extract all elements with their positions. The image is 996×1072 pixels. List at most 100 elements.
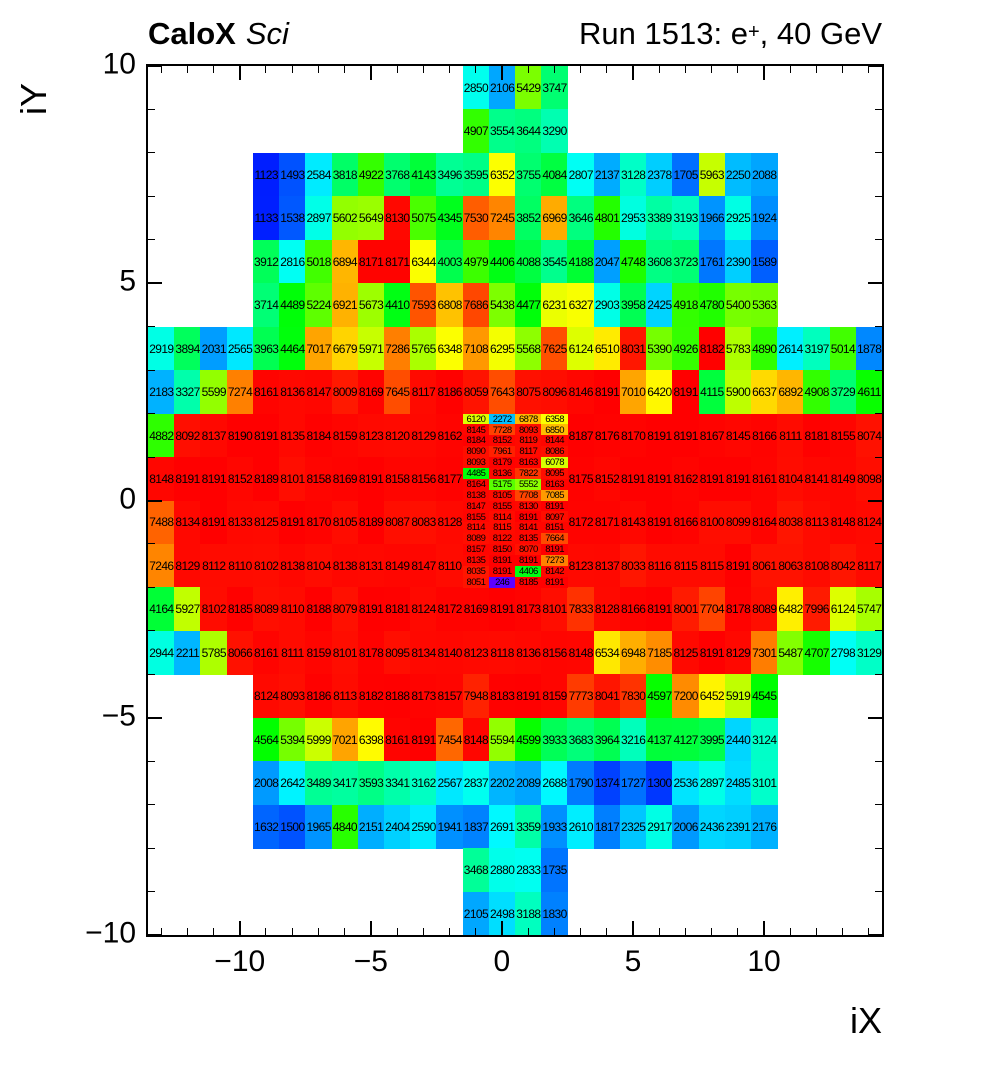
heatmap-subcell: 8093 xyxy=(515,424,542,436)
heatmap-cell: 6398 xyxy=(357,717,385,762)
heatmap-cell: 8113 xyxy=(331,674,359,719)
heatmap-cell: 2485 xyxy=(724,761,752,806)
heatmap-cell: 8136 xyxy=(279,370,306,415)
heatmap-cell: 8162 xyxy=(672,457,699,501)
axis-tick xyxy=(213,928,215,935)
axis-tick xyxy=(475,928,477,935)
x-tick-label: 5 xyxy=(624,945,642,978)
heatmap-cell: 8166 xyxy=(672,500,699,545)
axis-tick xyxy=(875,543,882,545)
axis-tick xyxy=(148,369,155,371)
heatmap-cell: 4188 xyxy=(567,239,595,284)
axis-tick xyxy=(148,760,155,762)
heatmap-cell: 8191 xyxy=(515,674,542,719)
heatmap-cell: 2850 xyxy=(462,66,490,110)
axis-tick xyxy=(875,586,882,588)
axis-tick xyxy=(186,928,188,935)
heatmap-cell: 4840 xyxy=(331,804,359,849)
heatmap-cell: 8166 xyxy=(750,413,778,458)
heatmap-cell: 2565 xyxy=(226,326,254,371)
heatmap-cell: 5390 xyxy=(646,326,673,371)
axis-tick xyxy=(265,928,267,935)
heatmap-cell: 1374 xyxy=(593,761,621,806)
heatmap-cell: 7704 xyxy=(698,587,726,632)
heatmap-cell: 5487 xyxy=(777,630,804,675)
heatmap-subcell: 8142 xyxy=(541,565,568,578)
heatmap-cell: 8171 xyxy=(593,500,621,545)
heatmap-cell: 1493 xyxy=(279,152,306,197)
axis-tick xyxy=(737,928,739,935)
heatmap-cell: 3768 xyxy=(383,152,411,197)
heatmap-subcell: 6078 xyxy=(541,457,568,469)
heatmap-cell: 2404 xyxy=(383,804,411,849)
heatmap-cell: 8176 xyxy=(593,413,621,458)
axis-tick xyxy=(875,630,882,632)
heatmap-cell: 8159 xyxy=(331,413,359,458)
heatmap-cell: 5599 xyxy=(200,370,228,415)
heatmap-cell: 8133 xyxy=(226,500,254,545)
heatmap-cell: 7686 xyxy=(462,283,490,328)
heatmap-cell: 1632 xyxy=(252,804,280,849)
heatmap-cell: 8191 xyxy=(646,500,673,545)
heatmap-cell: 8112 xyxy=(200,543,228,588)
heatmap-cell: 8129 xyxy=(410,413,437,458)
heatmap-cell: 8099 xyxy=(724,500,752,545)
heatmap-cell: 2436 xyxy=(698,804,726,849)
heatmap-cell: 7245 xyxy=(488,196,516,241)
heatmap-cell: 8146 xyxy=(567,370,595,415)
heatmap-cell: 3327 xyxy=(174,370,201,415)
axis-tick xyxy=(148,716,162,719)
heatmap-cell: 7643 xyxy=(488,370,516,415)
heatmap-cell: 5075 xyxy=(410,196,437,241)
heatmap-cell: 3124 xyxy=(750,717,778,762)
heatmap-cell: 3101 xyxy=(750,761,778,806)
axis-tick xyxy=(631,921,634,935)
heatmap-cell: 8125 xyxy=(672,630,699,675)
heatmap-cell: 5602 xyxy=(331,196,359,241)
heatmap-cell: 1965 xyxy=(305,804,332,849)
heatmap-subcell: 8114 xyxy=(462,522,490,534)
heatmap-cell: 3608 xyxy=(646,239,673,284)
heatmap-cell: 2325 xyxy=(619,804,647,849)
heatmap-cell: 8188 xyxy=(383,674,411,719)
heatmap-cell: 8169 xyxy=(357,370,385,415)
heatmap-cell: 2919 xyxy=(148,326,175,371)
heatmap-cell: 3417 xyxy=(331,761,359,806)
heatmap-cell: 7185 xyxy=(646,630,673,675)
heatmap-cell: 8191 xyxy=(698,630,726,675)
x-tick-label: −5 xyxy=(353,945,388,978)
heatmap-cell: 8191 xyxy=(724,457,752,501)
axis-tick xyxy=(527,928,529,935)
heatmap-cell: 8116 xyxy=(646,543,673,588)
heatmap-cell: 3197 xyxy=(803,326,831,371)
heatmap-cell: 8066 xyxy=(226,630,254,675)
heatmap-cell: 3128 xyxy=(619,152,647,197)
heatmap-cell: 2691 xyxy=(488,804,516,849)
heatmap-cell: 8145 xyxy=(724,413,752,458)
heatmap-cell: 2151 xyxy=(357,804,385,849)
heatmap-cell: 5673 xyxy=(357,283,385,328)
axis-tick xyxy=(815,66,817,73)
heatmap-cell: 8061 xyxy=(750,543,778,588)
heatmap-subcell: 5552 xyxy=(515,478,542,491)
heatmap-subcell: 7961 xyxy=(488,446,516,458)
axis-tick xyxy=(875,152,882,154)
heatmap-cell: 8157 xyxy=(436,674,464,719)
axis-tick xyxy=(875,369,882,371)
heatmap-subcell: 8051 xyxy=(462,576,490,588)
heatmap-cell: 8149 xyxy=(383,543,411,588)
axis-tick xyxy=(317,66,319,73)
heatmap-cell: 8182 xyxy=(357,674,385,719)
heatmap-cell: 8137 xyxy=(200,413,228,458)
heatmap-cell: 8186 xyxy=(436,370,464,415)
heatmap-cell: 4908 xyxy=(803,370,831,415)
axis-tick xyxy=(631,66,634,80)
heatmap-cell: 7833 xyxy=(567,587,595,632)
axis-tick xyxy=(875,108,882,110)
heatmap-cell: 8120 xyxy=(383,413,411,458)
heatmap-cell: 2897 xyxy=(698,761,726,806)
heatmap-cell: 8189 xyxy=(252,457,280,501)
heatmap-cell: 8092 xyxy=(174,413,201,458)
heatmap-cell: 8110 xyxy=(226,543,254,588)
heatmap-subcell: 8150 xyxy=(488,543,516,556)
